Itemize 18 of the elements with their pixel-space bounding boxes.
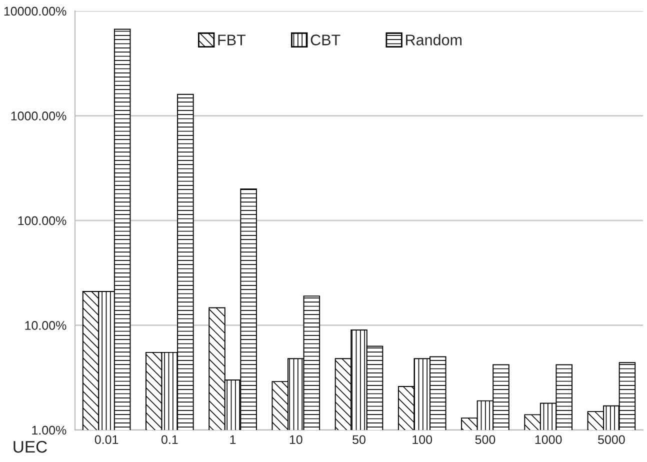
legend-label: Random: [406, 34, 462, 46]
x-tick-label: 1: [230, 435, 236, 444]
y-tick-label: 1000.00%: [11, 112, 66, 120]
x-tick-label: 100: [412, 435, 432, 444]
x-tick-label: 50: [352, 435, 366, 444]
legend-label: CBT: [310, 34, 340, 46]
y-tick-label: 10.00%: [25, 321, 66, 330]
x-tick-label: 5000: [598, 435, 625, 444]
x-tick-label: 0.1: [161, 435, 178, 444]
x-tick-label: 10: [290, 435, 302, 444]
x-tick-label: 1000: [535, 435, 562, 444]
x-axis-title: UEC: [14, 440, 47, 453]
y-tick-label: 10000.00%: [4, 6, 66, 16]
y-tick-label: 1.00%: [32, 426, 66, 435]
legend-label: FBT: [218, 34, 246, 46]
y-tick-label: 100.00%: [18, 216, 66, 226]
x-tick-label: 500: [475, 435, 496, 444]
x-tick-label: 0.01: [94, 435, 118, 444]
